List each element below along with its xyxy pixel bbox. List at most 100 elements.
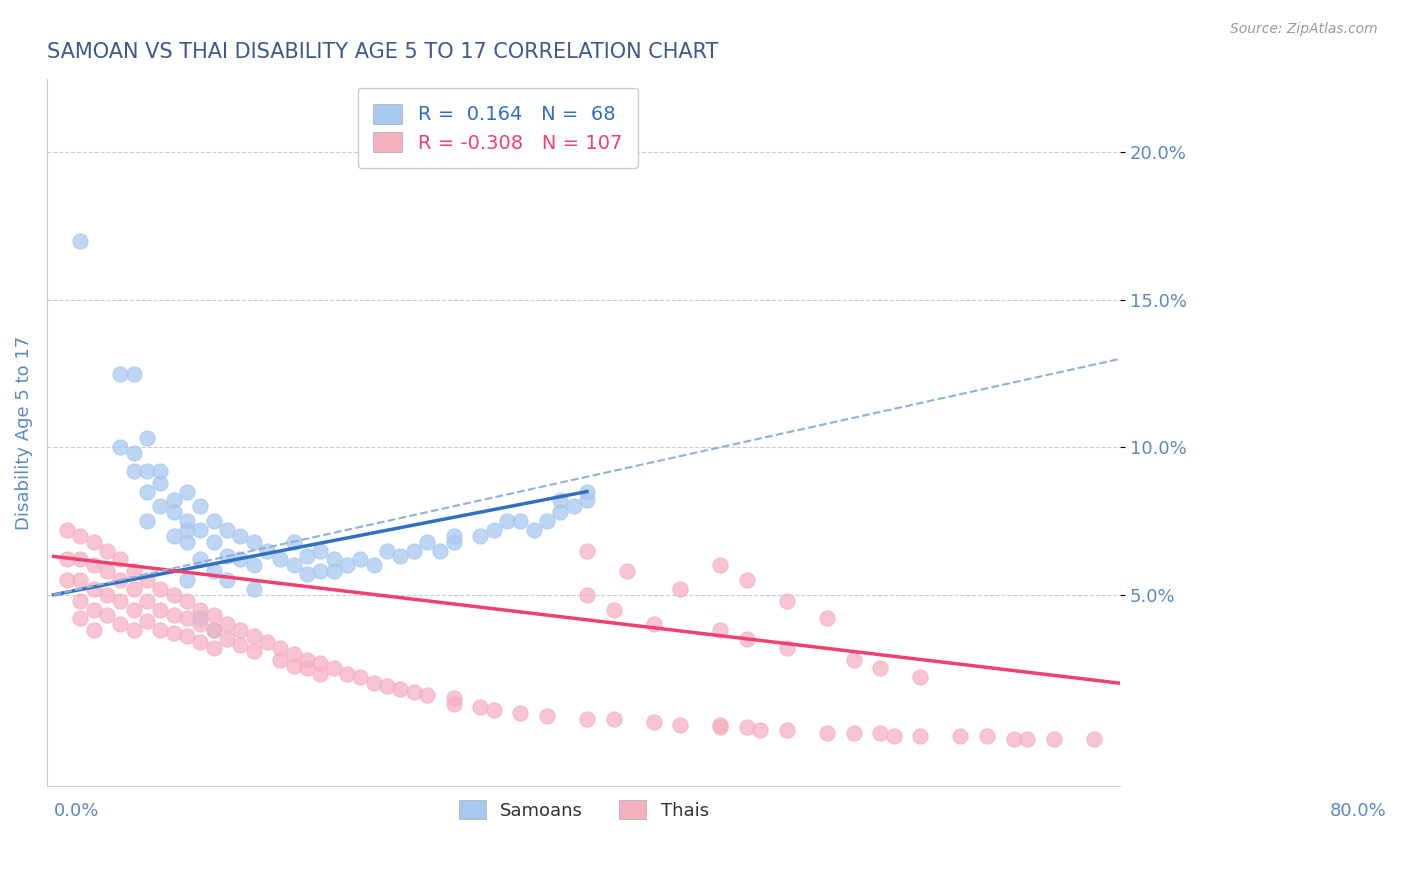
Point [669, 582, 692, 596]
Point [309, 656, 332, 670]
Point [176, 573, 198, 587]
Point [509, 706, 531, 720]
Point [389, 682, 412, 697]
Point [96, 543, 118, 558]
Point [215, 573, 238, 587]
Point [375, 679, 398, 693]
Point [883, 729, 905, 743]
Point [83, 623, 105, 637]
Point [69, 552, 91, 566]
Point [188, 635, 211, 649]
Point [869, 661, 891, 675]
Point [69, 611, 91, 625]
Point [575, 543, 598, 558]
Point [122, 464, 145, 478]
Text: Source: ZipAtlas.com: Source: ZipAtlas.com [1230, 22, 1378, 37]
Point [69, 234, 91, 248]
Point [295, 567, 318, 582]
Point [83, 602, 105, 616]
Point [162, 608, 184, 623]
Point [482, 703, 505, 717]
Point [815, 611, 838, 625]
Point [110, 440, 132, 454]
Point [815, 726, 838, 740]
Point [149, 464, 172, 478]
Point [242, 582, 264, 596]
Point [709, 623, 731, 637]
Point [188, 523, 211, 537]
Point [188, 552, 211, 566]
Point [336, 558, 359, 573]
Point [202, 608, 225, 623]
Point [162, 505, 184, 519]
Point [135, 615, 157, 629]
Point [110, 617, 132, 632]
Point [83, 534, 105, 549]
Point [443, 534, 465, 549]
Point [842, 653, 865, 667]
Point [202, 623, 225, 637]
Point [229, 529, 252, 543]
Point [229, 623, 252, 637]
Point [202, 534, 225, 549]
Point [1002, 732, 1025, 747]
Point [242, 629, 264, 643]
Point [643, 617, 665, 632]
Point [709, 721, 731, 735]
Point [470, 529, 492, 543]
Y-axis label: Disability Age 5 to 17: Disability Age 5 to 17 [15, 335, 32, 530]
Point [523, 523, 546, 537]
Point [309, 543, 332, 558]
Point [1015, 732, 1038, 747]
Text: 80.0%: 80.0% [1330, 802, 1386, 820]
Point [122, 367, 145, 381]
Point [96, 588, 118, 602]
Point [910, 670, 932, 684]
Point [496, 514, 519, 528]
Point [242, 558, 264, 573]
Point [135, 514, 157, 528]
Point [910, 729, 932, 743]
Point [56, 552, 79, 566]
Point [256, 635, 278, 649]
Point [83, 582, 105, 596]
Point [69, 593, 91, 607]
Point [188, 602, 211, 616]
Point [363, 558, 385, 573]
Point [69, 529, 91, 543]
Point [202, 514, 225, 528]
Point [188, 611, 211, 625]
Point [443, 529, 465, 543]
Point [602, 602, 624, 616]
Point [162, 588, 184, 602]
Point [1042, 732, 1064, 747]
Point [349, 670, 371, 684]
Point [135, 432, 157, 446]
Point [122, 582, 145, 596]
Point [135, 593, 157, 607]
Point [188, 500, 211, 514]
Point [283, 534, 305, 549]
Point [669, 717, 692, 731]
Point [509, 514, 531, 528]
Point [616, 564, 638, 578]
Point [122, 623, 145, 637]
Point [242, 644, 264, 658]
Point [110, 552, 132, 566]
Point [135, 573, 157, 587]
Point [162, 626, 184, 640]
Point [776, 723, 799, 738]
Point [122, 564, 145, 578]
Point [295, 653, 318, 667]
Point [202, 564, 225, 578]
Point [429, 543, 451, 558]
Point [135, 464, 157, 478]
Point [735, 632, 758, 646]
Point [443, 691, 465, 706]
Point [536, 514, 558, 528]
Point [110, 573, 132, 587]
Point [776, 640, 799, 655]
Point [176, 593, 198, 607]
Point [643, 714, 665, 729]
Point [215, 523, 238, 537]
